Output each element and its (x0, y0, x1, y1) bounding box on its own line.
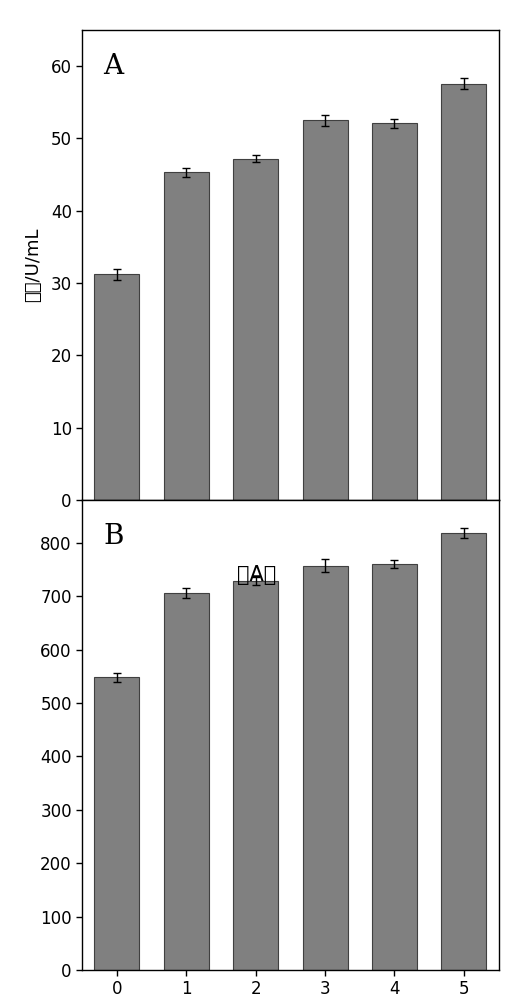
Bar (442, 84, 486, 500)
Bar (164, 172, 209, 500)
Text: （A）: （A） (237, 565, 277, 585)
Bar (164, 593, 209, 970)
Bar (95, 677, 139, 970)
Bar (233, 581, 278, 970)
X-axis label: 菌株编号: 菌株编号 (269, 537, 312, 555)
Text: A: A (103, 53, 123, 81)
Bar (233, 159, 278, 500)
Y-axis label: 色价/U/mL: 色价/U/mL (24, 228, 42, 302)
Bar (372, 123, 417, 500)
Bar (372, 564, 417, 970)
Bar (442, 533, 486, 970)
Bar (303, 120, 347, 500)
Bar (95, 274, 139, 500)
Bar (303, 566, 347, 970)
Text: B: B (103, 524, 123, 550)
